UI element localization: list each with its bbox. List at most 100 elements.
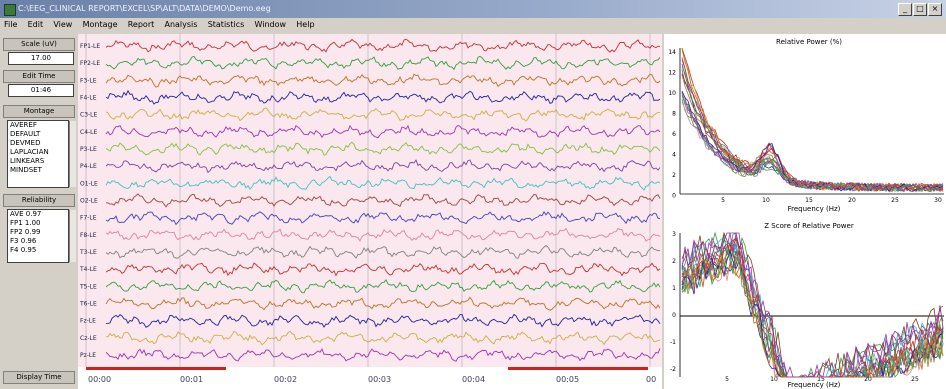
channel-label: T3-LE [79, 249, 97, 256]
maximize-button[interactable]: □ [913, 3, 927, 16]
eeg-trace [105, 193, 661, 208]
power-spectra [681, 47, 944, 193]
edit-time-label: Edit Time [3, 70, 75, 83]
channel-label: C4-LE [80, 129, 98, 136]
spectrum-line [681, 63, 944, 192]
x-tick: 20 [848, 197, 856, 204]
y-tick: 4 [672, 152, 676, 159]
x-tick-labels: 5 10 15 20 25 [725, 376, 919, 383]
eeg-trace [105, 175, 661, 191]
channel-label: T4-LE [79, 266, 97, 273]
y-tick: 0 [672, 312, 676, 319]
eeg-traces [105, 38, 661, 362]
time-tick: 00:03 [368, 375, 392, 384]
window-controls: _ □ × [898, 3, 942, 16]
relative-power-title: Relative Power (%) [776, 38, 842, 46]
reliability-item: F3 0.96 [10, 237, 37, 245]
eeg-trace [105, 73, 661, 88]
channel-label: F3-LE [80, 77, 97, 84]
display-time-label: Display Time [3, 371, 75, 384]
channel-label: O1-LE [80, 180, 98, 187]
eeg-background [78, 34, 662, 367]
selection-bar[interactable] [78, 367, 662, 371]
eeg-trace [105, 296, 661, 311]
eeg-trace [105, 141, 661, 156]
menu-montage[interactable]: Montage [82, 20, 118, 29]
menu-statistics[interactable]: Statistics [207, 20, 245, 29]
eeg-gridlines [85, 34, 651, 367]
channel-label: F7-LE [80, 215, 97, 222]
montage-item[interactable]: LAPLACIAN [10, 148, 49, 156]
montage-item[interactable]: MINDSET [10, 166, 42, 174]
montage-label: Montage [3, 105, 75, 118]
eeg-trace [105, 107, 661, 122]
spectrum-line [681, 92, 944, 193]
x-tick: 5 [721, 197, 725, 204]
spectrum-line [681, 92, 944, 193]
time-tick: 00 [646, 375, 657, 384]
eeg-trace [105, 278, 661, 294]
y-tick: 14 [668, 49, 676, 56]
menu-help[interactable]: Help [296, 20, 315, 29]
x-tick: 20 [864, 376, 872, 383]
reliability-list[interactable]: AVE 0.97 FP1 1.00 FP2 0.99 F3 0.96 F4 0.… [7, 209, 76, 263]
x-tick: 15 [805, 197, 813, 204]
montage-item[interactable]: LINKEARS [10, 157, 45, 165]
y-tick: 2 [672, 172, 676, 179]
eeg-trace [105, 38, 660, 53]
eeg-trace-area[interactable]: FP1-LE FP2-LE F3-LE F4-LE C3-LE C4-LE P3-LE P4-… [78, 34, 662, 367]
eeg-trace [105, 262, 661, 277]
montage-list[interactable]: AVEREF DEFAULT DEVMED LAPLACIAN LINKEARS… [7, 120, 76, 188]
channel-label: C3-LE [80, 112, 98, 119]
x-tick: 5 [725, 376, 729, 383]
spectrum-line [681, 59, 944, 193]
relative-power-xlabel: Frequency (Hz) [788, 205, 841, 213]
eeg-trace [106, 330, 661, 346]
minimize-button[interactable]: _ [898, 3, 912, 16]
reliability-item: FP1 1.00 [10, 219, 41, 227]
zscore-title: Z Score of Relative Power [764, 222, 854, 230]
spectrum-line [681, 69, 944, 192]
menu-analysis[interactable]: Analysis [164, 20, 198, 29]
menu-edit[interactable]: Edit [27, 20, 44, 29]
edit-time-input[interactable]: 01:46 [8, 84, 74, 97]
spectrum-line [681, 47, 944, 192]
spectrum-line [681, 73, 944, 193]
reliability-item: AVE 0.97 [10, 210, 42, 218]
scale-label: Scale (uV) [3, 38, 75, 51]
x-tick: 10 [762, 197, 770, 204]
zscore-line [681, 232, 944, 378]
channel-label: T6-LE [79, 300, 97, 307]
time-tick: 00:04 [462, 375, 486, 384]
menu-window[interactable]: Window [254, 20, 287, 29]
montage-item[interactable]: DEFAULT [10, 130, 41, 138]
y-tick: 3 [672, 231, 676, 238]
spectrum-line [681, 90, 944, 192]
time-tick: 00:05 [556, 375, 580, 384]
time-axis: 00:00 00:01 00:02 00:03 00:04 00:05 00 [78, 367, 662, 389]
reliability-scrollbar[interactable] [69, 210, 76, 262]
time-tick: 00:02 [274, 375, 298, 384]
menu-view[interactable]: View [53, 20, 73, 29]
x-tick: 30 [934, 197, 942, 204]
channel-label: F8-LE [80, 232, 97, 239]
x-tick-labels: 5 10 15 20 25 30 [721, 197, 942, 204]
scale-input[interactable]: 17.00 [8, 52, 74, 65]
y-tick-labels: 14 12 10 8 6 4 2 0 [668, 49, 676, 200]
y-tick: 1 [672, 285, 676, 292]
montage-scrollbar[interactable] [69, 121, 76, 187]
zscore-curves [681, 231, 944, 379]
y-tick: -1 [670, 339, 676, 346]
channel-label: FP1-LE [80, 43, 100, 50]
reliability-item: F4 0.95 [10, 246, 37, 254]
zscore-xlabel: Frequency (Hz) [788, 381, 841, 389]
menu-file[interactable]: File [4, 20, 18, 29]
spectrum-line [681, 74, 944, 193]
menu-report[interactable]: Report [127, 20, 155, 29]
montage-item[interactable]: AVEREF [10, 121, 37, 129]
eeg-trace [105, 159, 661, 174]
close-button[interactable]: × [928, 3, 942, 16]
montage-item[interactable]: DEVMED [10, 139, 41, 147]
